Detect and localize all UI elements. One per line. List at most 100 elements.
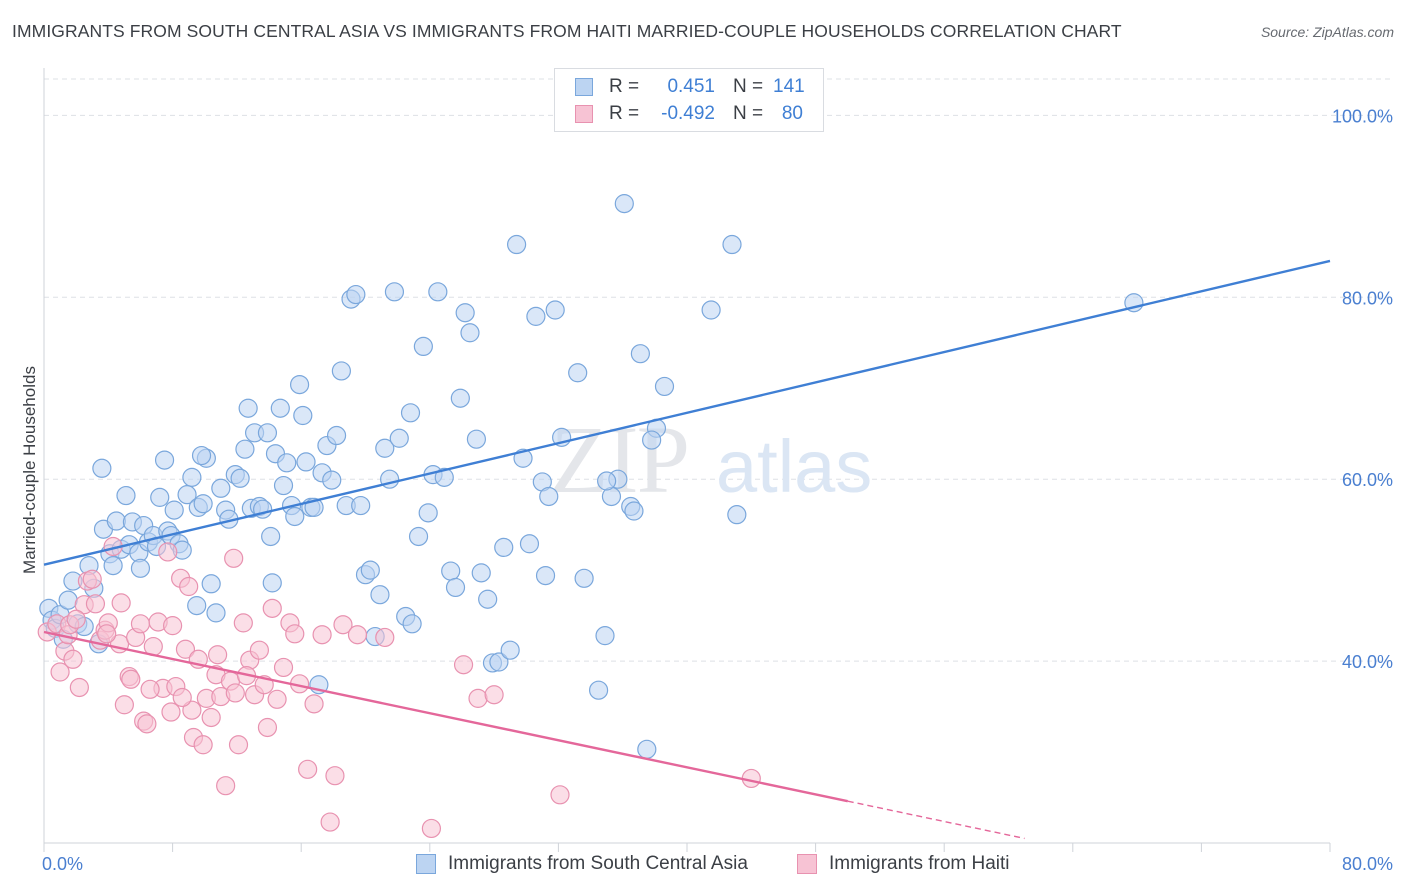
legend-n-value: 141: [773, 76, 805, 97]
legend-row-blue: R = 0.451 N = 141: [575, 75, 805, 99]
pink-point-54: [312, 625, 332, 645]
blue-point-82: [400, 403, 421, 423]
pink-point-79: [172, 687, 192, 708]
blue-point-72: [351, 495, 371, 516]
pink-point-25: [158, 542, 178, 562]
y-tick-label-0: 40.0%: [1342, 652, 1393, 672]
blue-point-88: [434, 467, 454, 487]
blue-point-14: [103, 555, 123, 576]
blue-point-83: [408, 526, 429, 547]
pink-point-45: [249, 640, 270, 660]
blue-point-90: [445, 577, 466, 598]
pink-point-71: [285, 624, 305, 644]
y-tick-label-2: 80.0%: [1342, 288, 1393, 308]
series-haiti: [37, 536, 761, 839]
blue-point-92: [455, 303, 475, 323]
blue-point-131: [478, 589, 498, 609]
blue-point-99: [500, 640, 520, 660]
pink-point-2: [50, 662, 70, 682]
blue-point-120: [654, 376, 675, 397]
blue-point-44: [230, 468, 250, 488]
pink-point-46: [257, 717, 278, 738]
blue-point-76: [370, 585, 390, 605]
legend-n-label: N =: [733, 76, 764, 97]
blue-point-36: [193, 494, 213, 514]
blue-point-54: [270, 398, 290, 418]
pink-point-40: [224, 548, 244, 568]
blue-point-97: [489, 652, 509, 672]
pink-point-68: [140, 679, 160, 699]
blue-point-55: [273, 475, 294, 496]
blue-point-111: [595, 626, 615, 646]
pink-point-48: [267, 689, 287, 709]
bottom-legend-label-pink: Immigrants from Haiti: [829, 853, 1010, 874]
bottom-legend-swatch-pink: [797, 854, 817, 874]
blue-point-106: [545, 300, 565, 320]
pink-point-38: [216, 776, 236, 796]
pink-point-74: [66, 609, 86, 629]
blue-point-134: [642, 430, 662, 450]
blue-point-109: [574, 568, 594, 588]
blue-point-74: [360, 560, 380, 580]
pink-point-61: [453, 655, 474, 675]
blue-point-5: [58, 590, 78, 610]
legend-swatch-blue: [575, 78, 593, 96]
blue-point-102: [519, 534, 540, 554]
pink-point-30: [179, 576, 199, 597]
blue-point-125: [92, 458, 112, 478]
y-tick-label-3: 100.0%: [1332, 106, 1393, 126]
pink-point-67: [97, 624, 117, 644]
blue-point-51: [257, 423, 278, 443]
bottom-legend-blue: Immigrants from South Central Asia: [416, 851, 748, 877]
pink-point-63: [484, 685, 504, 705]
y-axis-label: Married-couple Households: [20, 366, 39, 574]
pink-point-72: [161, 702, 181, 722]
blue-point-103: [526, 306, 546, 326]
pink-point-19: [130, 614, 151, 634]
pink-point-57: [333, 615, 353, 635]
blue-point-116: [624, 501, 644, 521]
legend-r-label: R =: [609, 76, 640, 97]
pink-point-77: [121, 669, 141, 689]
legend-r-label: R =: [609, 103, 640, 124]
pink-point-5: [63, 649, 83, 669]
x-tick-label-max: 80.0%: [1342, 854, 1393, 874]
pink-point-21: [137, 714, 157, 734]
blue-point-29: [164, 500, 184, 520]
pink-point-49: [273, 657, 294, 678]
blue-point-61: [296, 452, 316, 472]
blue-point-121: [701, 300, 721, 320]
blue-point-46: [238, 398, 258, 418]
blue-point-87: [428, 282, 448, 302]
legend-r-value: -0.492: [661, 103, 715, 124]
trend-lines: [43, 259, 1331, 840]
blue-point-80: [389, 428, 409, 448]
pink-trend-extension: [847, 800, 1025, 840]
watermark: ZIP atlas: [550, 406, 872, 513]
y-tick-label-1: 60.0%: [1342, 470, 1393, 490]
blue-point-56: [277, 453, 297, 473]
legend-n-value: 80: [781, 103, 803, 124]
pink-point-69: [182, 700, 202, 720]
pink-point-58: [347, 625, 368, 645]
pink-point-56: [325, 766, 345, 786]
pink-trend-line: [43, 630, 848, 803]
pink-point-42: [233, 613, 253, 633]
blue-point-98: [494, 537, 514, 558]
blue-point-59: [289, 375, 310, 395]
pink-point-59: [375, 627, 395, 648]
bottom-legend-swatch-blue: [416, 854, 436, 874]
blue-point-91: [450, 388, 470, 408]
correlation-legend: R = 0.451 N = 141 R = -0.492 N = 80: [554, 68, 824, 132]
blue-point-85: [418, 503, 438, 523]
blue-point-93: [460, 323, 480, 343]
pink-point-41: [228, 735, 249, 755]
blue-point-33: [182, 467, 202, 487]
blue-point-130: [402, 614, 422, 634]
blue-point-127: [191, 445, 212, 466]
blue-point-60: [293, 405, 313, 426]
blue-point-89: [441, 561, 461, 581]
blue-point-123: [727, 505, 747, 525]
blue-point-77: [375, 438, 395, 458]
blue-point-26: [154, 450, 175, 470]
